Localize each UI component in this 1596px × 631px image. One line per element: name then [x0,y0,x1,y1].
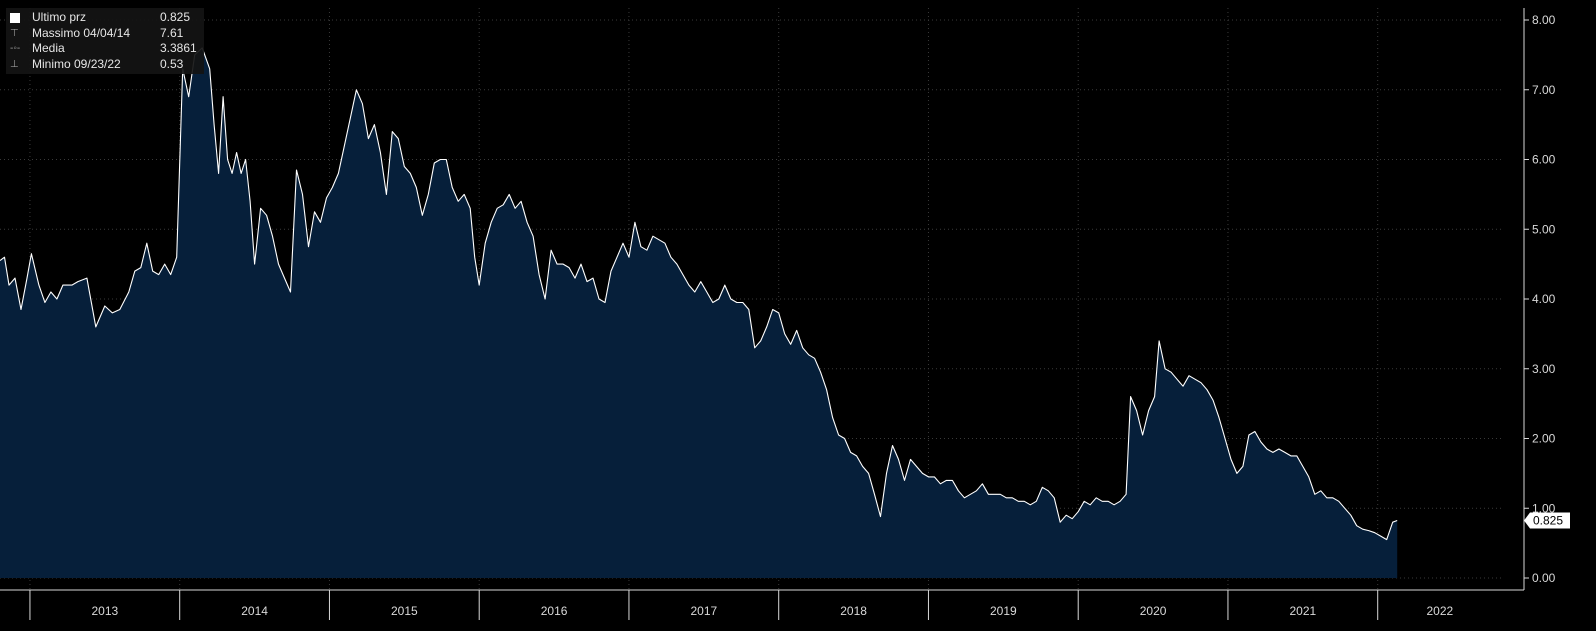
y-tick-label: 2.00 [1532,432,1556,446]
y-tick-label: 4.00 [1532,292,1556,306]
legend-value: 3.3861 [160,41,197,55]
last-price-swatch [10,12,32,23]
legend-label: Ultimo prz [32,10,87,24]
x-tick-label: 2014 [241,604,268,618]
legend-row-min: ⊥ Minimo 09/23/22 0.53 [10,57,200,73]
last-value-label: 0.825 [1533,513,1563,527]
x-tick-label: 2013 [91,604,118,618]
legend-row-mean: -◦- Media 3.3861 [10,41,200,57]
price-series-line [0,47,1398,541]
x-tick-label: 2021 [1289,604,1316,618]
legend-value: 0.825 [160,10,191,24]
y-tick-label: 5.00 [1532,222,1556,236]
x-tick-label: 2019 [990,604,1017,618]
price-area-fill [0,47,1398,578]
mean-marker-icon: -◦- [10,43,21,54]
x-axis: 2013 2014 2015 2016 2017 2018 2019 2020 2021 2022 [0,589,1524,620]
max-marker-icon: ⊤ [10,27,19,39]
y-axis: 0.00 1.00 2.00 3.00 4.00 5.00 6.00 7.00 8.00 [1523,8,1556,590]
last-value-tag-shape [1524,512,1570,529]
x-tick-label: 2017 [690,604,717,618]
last-value-tag: 0.825 [1524,512,1570,529]
legend-row-max: ⊤ Massimo 04/04/14 7.61 [10,26,200,42]
legend-label: Massimo 04/04/14 [32,25,131,40]
legend-label: Minimo 09/23/22 [32,56,121,71]
legend-panel: Ultimo prz 0.825 ⊤ Massimo 04/04/14 7.61… [6,8,204,74]
y-tick-label: 7.00 [1532,83,1556,97]
x-tick-label: 2016 [541,604,568,618]
y-tick-label: 1.00 [1532,501,1556,515]
y-tick-label: 8.00 [1532,13,1556,27]
x-tick-label: 2020 [1140,604,1167,618]
legend-label: Media [32,41,65,55]
x-tick-label: 2018 [840,604,867,618]
y-tick-label: 0.00 [1532,571,1556,585]
y-tick-label: 6.00 [1532,153,1556,167]
x-tick-label: 2015 [391,604,418,618]
y-tick-label: 3.00 [1532,362,1556,376]
legend-value: 0.53 [160,56,184,71]
legend-value: 7.61 [160,25,184,40]
min-marker-icon: ⊥ [10,58,19,70]
x-tick-label: 2022 [1427,604,1454,618]
legend-row-last: Ultimo prz 0.825 [10,10,200,26]
